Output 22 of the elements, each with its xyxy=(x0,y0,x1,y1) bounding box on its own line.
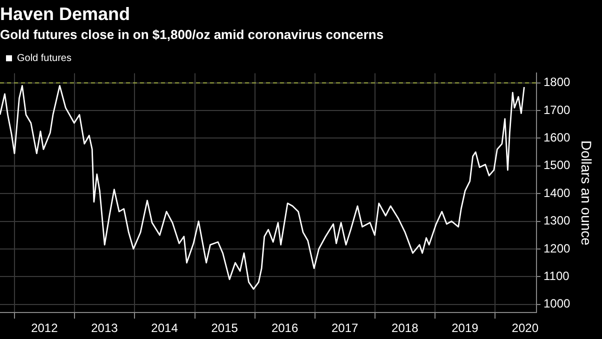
y-tick-label: 1600 xyxy=(544,130,571,145)
x-tick-label: 2016 xyxy=(271,321,298,336)
y-tick-label: 1400 xyxy=(544,186,571,200)
x-tick-label: 2012 xyxy=(31,321,58,336)
y-axis-title: Dollars an ounce xyxy=(578,140,595,246)
x-tick-label: 2019 xyxy=(452,321,479,336)
x-tick-label: 2014 xyxy=(151,321,178,336)
y-tick-label: 1200 xyxy=(544,241,571,256)
x-tick-label: 2018 xyxy=(392,321,419,336)
x-tick-label: 2020 xyxy=(512,321,539,336)
y-tick-label: 1500 xyxy=(544,158,571,172)
y-tick-label: 1800 xyxy=(544,75,571,90)
x-tick-label: 2015 xyxy=(211,321,238,336)
chart-subtitle: Gold futures close in on $1,800/oz amid coronavirus concerns xyxy=(0,26,384,42)
y-tick-label: 1300 xyxy=(544,214,571,228)
y-tick-label: 1000 xyxy=(544,296,571,311)
chart-title: Haven Demand xyxy=(0,4,130,24)
x-tick-label: 2017 xyxy=(331,321,359,336)
y-tick-label: 1700 xyxy=(544,102,571,117)
x-tick-label: 2013 xyxy=(91,321,118,336)
legend-label: Gold futures xyxy=(17,52,72,64)
y-tick-label: 1100 xyxy=(544,268,570,283)
